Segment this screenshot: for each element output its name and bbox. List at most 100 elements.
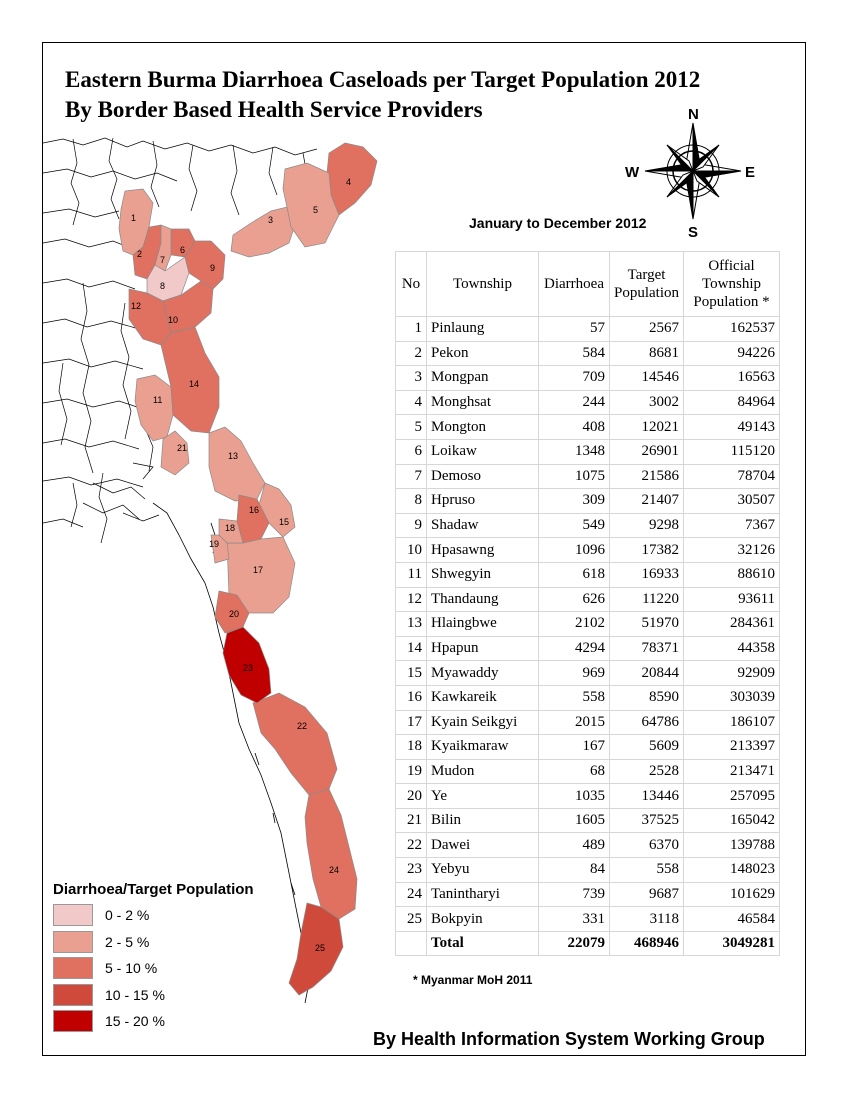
cell-no: 7 bbox=[395, 463, 427, 490]
table-row: 2 Pekon 584 8681 94226 bbox=[395, 340, 781, 367]
township-5-mongton bbox=[282, 162, 340, 248]
cell-target: 17382 bbox=[608, 537, 685, 563]
total-label: Total bbox=[426, 930, 539, 957]
cell-diarrhoea: 618 bbox=[538, 561, 610, 588]
cell-township: Mongton bbox=[426, 414, 539, 440]
cell-no: 3 bbox=[395, 365, 427, 391]
township-label-14: 14 bbox=[189, 379, 199, 389]
table-row: 6 Loikaw 1348 26901 115120 bbox=[395, 438, 781, 465]
township-label-15: 15 bbox=[279, 517, 289, 527]
cell-no: 24 bbox=[395, 881, 427, 908]
cell-official: 139788 bbox=[683, 832, 781, 859]
table-row: 4 Monghsat 244 3002 84964 bbox=[395, 389, 781, 416]
cell-official: 186107 bbox=[683, 709, 781, 736]
cell-township: Hlaingbwe bbox=[426, 611, 539, 637]
township-22-dawei bbox=[252, 692, 338, 796]
cell-target: 3002 bbox=[608, 389, 685, 416]
cell-official: 213397 bbox=[683, 734, 781, 760]
table-row: 3 Mongpan 709 14546 16563 bbox=[395, 365, 781, 391]
cell-target: 3118 bbox=[608, 906, 685, 932]
cell-official: 303039 bbox=[683, 684, 781, 711]
cell-township: Demoso bbox=[426, 463, 539, 490]
legend-swatch bbox=[53, 904, 93, 926]
table-row: 22 Dawei 489 6370 139788 bbox=[395, 832, 781, 859]
township-label-22: 22 bbox=[297, 721, 307, 731]
cell-diarrhoea: 408 bbox=[538, 414, 610, 440]
cell-diarrhoea: 1035 bbox=[538, 783, 610, 809]
township-21-bilin bbox=[160, 430, 190, 476]
cell-no: 9 bbox=[395, 512, 427, 539]
table-row: 5 Mongton 408 12021 49143 bbox=[395, 414, 781, 440]
township-3-mongpan bbox=[230, 206, 296, 258]
cell-township: Myawaddy bbox=[426, 660, 539, 686]
table-row: 13 Hlaingbwe 2102 51970 284361 bbox=[395, 611, 781, 637]
cell-diarrhoea: 57 bbox=[538, 316, 610, 342]
township-label-12: 12 bbox=[131, 301, 141, 311]
township-label-18: 18 bbox=[225, 523, 235, 533]
cell-target: 51970 bbox=[608, 611, 685, 637]
cell-no: 1 bbox=[395, 316, 427, 342]
cell-target: 558 bbox=[608, 857, 685, 883]
township-label-10: 10 bbox=[168, 315, 178, 325]
cell-diarrhoea: 1348 bbox=[538, 438, 610, 465]
footnote: * Myanmar MoH 2011 bbox=[413, 973, 533, 987]
compass-north-label: N bbox=[688, 106, 699, 123]
cell-township: Tanintharyi bbox=[426, 881, 539, 908]
cell-township: Kyain Seikgyi bbox=[426, 709, 539, 736]
cell-township: Shadaw bbox=[426, 512, 539, 539]
table-row: 7 Demoso 1075 21586 78704 bbox=[395, 463, 781, 490]
cell-official: 84964 bbox=[683, 389, 781, 416]
header-target-line-1: Target bbox=[627, 267, 666, 283]
legend-label: 2 - 5 % bbox=[105, 933, 150, 950]
table-row: 24 Tanintharyi 739 9687 101629 bbox=[395, 881, 781, 908]
cell-no: 6 bbox=[395, 438, 427, 465]
table-header-row: No Township Diarrhoea Target Population … bbox=[395, 251, 781, 317]
header-official-line-1: Official bbox=[708, 258, 755, 274]
township-label-19: 19 bbox=[209, 539, 219, 549]
cell-official: 88610 bbox=[683, 561, 781, 588]
township-label-17: 17 bbox=[253, 565, 263, 575]
cell-official: 46584 bbox=[683, 906, 781, 932]
cell-township: Bilin bbox=[426, 807, 539, 834]
cell-official: 30507 bbox=[683, 488, 781, 514]
cell-diarrhoea: 549 bbox=[538, 512, 610, 539]
township-labels: 1 2 3 4 5 6 7 8 9 10 11 12 13 14 15 16 1… bbox=[131, 177, 351, 953]
background-boundaries bbox=[43, 137, 318, 544]
cell-official: 93611 bbox=[683, 586, 781, 613]
cell-diarrhoea: 1605 bbox=[538, 807, 610, 834]
township-label-7: 7 bbox=[160, 255, 165, 265]
cell-township: Hpruso bbox=[426, 488, 539, 514]
cell-diarrhoea: 558 bbox=[538, 684, 610, 711]
cell-township: Mudon bbox=[426, 758, 539, 785]
table-row: 1 Pinlaung 57 2567 162537 bbox=[395, 316, 781, 342]
township-label-4: 4 bbox=[346, 177, 351, 187]
township-24-tanintharyi bbox=[304, 788, 358, 920]
cell-township: Thandaung bbox=[426, 586, 539, 613]
cell-no: 21 bbox=[395, 807, 427, 834]
cell-diarrhoea: 1096 bbox=[538, 537, 610, 563]
cell-target: 2567 bbox=[608, 316, 685, 342]
cell-township: Hpapun bbox=[426, 635, 539, 662]
cell-no: 10 bbox=[395, 537, 427, 563]
township-18-kyaikmaraw bbox=[218, 518, 244, 544]
total-diarrhoea: 22079 bbox=[538, 930, 610, 957]
cell-target: 13446 bbox=[608, 783, 685, 809]
table-row: 9 Shadaw 549 9298 7367 bbox=[395, 512, 781, 539]
cell-official: 92909 bbox=[683, 660, 781, 686]
township-label-13: 13 bbox=[228, 451, 238, 461]
cell-no: 2 bbox=[395, 340, 427, 367]
table-row: 10 Hpasawng 1096 17382 32126 bbox=[395, 537, 781, 563]
township-label-25: 25 bbox=[315, 943, 325, 953]
cell-target: 11220 bbox=[608, 586, 685, 613]
cell-no: 13 bbox=[395, 611, 427, 637]
legend-label: 15 - 20 % bbox=[105, 1013, 165, 1029]
legend-item: 10 - 15 % bbox=[53, 982, 254, 1008]
header-no: No bbox=[395, 251, 427, 317]
header-official-line-2: Township bbox=[702, 276, 761, 292]
cell-official: 165042 bbox=[683, 807, 781, 834]
cell-no: 14 bbox=[395, 635, 427, 662]
cell-township: Pinlaung bbox=[426, 316, 539, 342]
cell-target: 5609 bbox=[608, 734, 685, 760]
township-label-5: 5 bbox=[313, 205, 318, 215]
cell-diarrhoea: 84 bbox=[538, 857, 610, 883]
